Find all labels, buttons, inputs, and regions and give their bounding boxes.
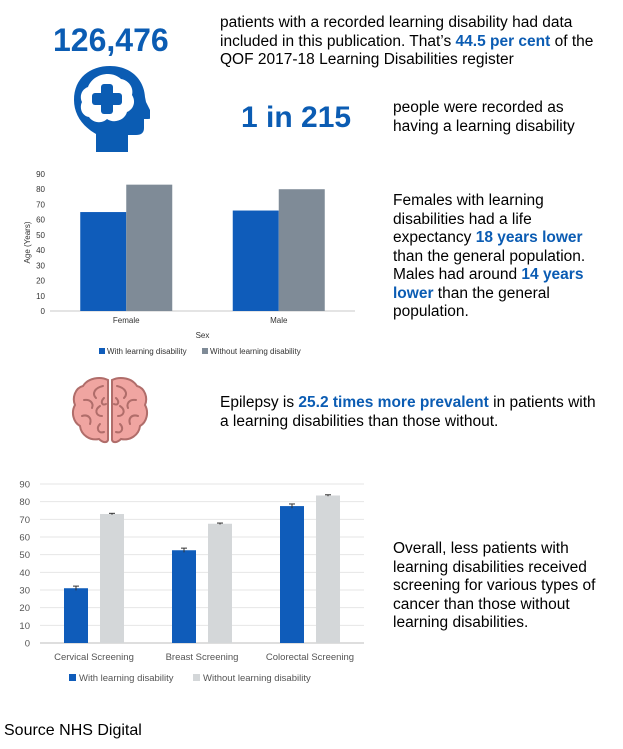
chart2-bar-colorectal-without [316, 495, 340, 643]
chart1-y-axis-label: Age (Years) [23, 221, 32, 263]
chart2-bar-breast-without [208, 523, 232, 643]
chart1-legend-label: Without learning disability [210, 347, 301, 356]
registered-count-description: patients with a recorded learning disabi… [220, 14, 594, 68]
chart2-bar-cervical-with [64, 588, 88, 643]
chart2-y-tick: 20 [19, 603, 30, 614]
chart2-legend-label: Without learning disability [203, 673, 311, 684]
chart1-y-tick: 80 [36, 185, 45, 194]
chart1-y-tick: 40 [36, 246, 45, 255]
chart1-y-tick: 30 [36, 261, 45, 270]
chart2-legend-label: With learning disability [79, 673, 174, 684]
chart2-bar-cervical-without [100, 514, 124, 643]
chart1-bar-female-without [126, 184, 173, 311]
chart2-bar-breast-with [172, 550, 196, 643]
life-expectancy-description: Females with learning disabilities had a… [393, 192, 586, 320]
chart1-legend-swatch [202, 348, 208, 354]
chart1-bar-female-with [80, 212, 127, 311]
chart1-y-tick: 50 [36, 231, 45, 240]
chart1-y-tick: 60 [36, 216, 45, 225]
chart2-x-tick: Colorectal Screening [266, 652, 354, 663]
chart1-y-tick: 0 [41, 307, 46, 316]
chart2-bars [64, 494, 340, 643]
brain-icon [70, 374, 150, 446]
chart2-legend-swatch [69, 674, 76, 681]
chart2-y-tick: 0 [25, 639, 30, 650]
registered-count: 126,476 [53, 22, 169, 58]
life-expectancy-chart: 0 10 20 30 40 50 60 70 80 90 Age (Years) Female Male… [23, 170, 355, 356]
chart1-y-tick: 20 [36, 277, 45, 286]
chart2-y-tick: 90 [19, 480, 30, 491]
chart2-y-tick: 80 [19, 497, 30, 508]
chart1-x-axis-label: Sex [196, 331, 210, 340]
chart2-x-tick: Breast Screening [166, 652, 239, 663]
chart2-x-tick: Cervical Screening [54, 652, 134, 663]
chart2-y-tick: 40 [19, 568, 30, 579]
chart1-y-tick: 70 [36, 200, 45, 209]
chart2-y-tick: 60 [19, 533, 30, 544]
cancer-screening-chart: 0 10 20 30 40 50 60 70 80 90 Cervical Screening Bre… [19, 480, 364, 684]
chart1-legend-swatch [99, 348, 105, 354]
screening-description: Overall, less patients with learning dis… [393, 540, 596, 631]
chart1-legend-label: With learning disability [107, 347, 187, 356]
chart2-y-tick: 30 [19, 586, 30, 597]
chart2-legend-swatch [193, 674, 200, 681]
chart2-grid: 0 10 20 30 40 50 60 70 80 90 Cervical Screening Bre… [19, 480, 364, 684]
source-credit: Source NHS Digital [4, 722, 142, 739]
chart2-y-tick: 70 [19, 515, 30, 526]
chart2-bar-colorectal-with [280, 506, 304, 643]
chart1-bar-male-with [232, 210, 279, 311]
chart1-y-tick: 90 [36, 170, 45, 179]
head-medical-cross-icon [70, 62, 153, 154]
chart1-x-tick: Female [113, 316, 140, 325]
chart1-x-tick: Male [270, 316, 288, 325]
prevalence-ratio: 1 in 215 [241, 101, 352, 134]
chart2-y-tick: 10 [19, 621, 30, 632]
epilepsy-description: Epilepsy is 25.2 times more prevalent in… [220, 394, 596, 430]
chart2-y-tick: 50 [19, 550, 30, 561]
prevalence-ratio-description: people were recorded as having a learnin… [393, 99, 575, 135]
chart1-y-tick: 10 [36, 292, 45, 301]
chart1-bar-male-without [278, 189, 325, 311]
chart1-bars [80, 184, 325, 311]
